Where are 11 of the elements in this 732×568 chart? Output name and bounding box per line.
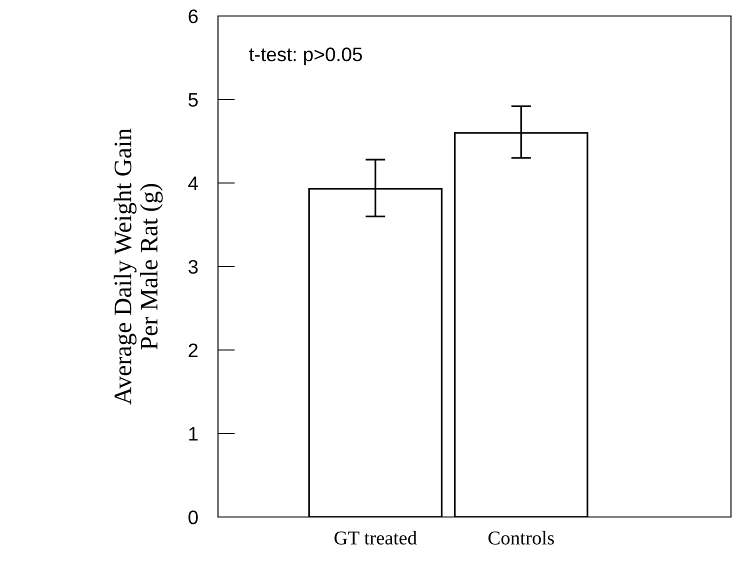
x-tick-label: Controls — [488, 530, 554, 545]
y-tick-label: 1 — [189, 427, 198, 441]
x-tick-label: GT treated — [334, 530, 417, 545]
y-tick-label: 0 — [188, 510, 198, 524]
y-tick-label: 4 — [188, 176, 198, 190]
y-axis-title: Average Daily Weight Gain Per Male Rat (g) — [114, 128, 163, 405]
annotation: t-test: p>0.05 — [249, 48, 362, 66]
y-tick-label: 3 — [188, 260, 198, 274]
y-tick-label: 5 — [188, 93, 198, 107]
y-tick-label: 2 — [188, 343, 198, 358]
y-tick-label: 6 — [188, 9, 198, 24]
